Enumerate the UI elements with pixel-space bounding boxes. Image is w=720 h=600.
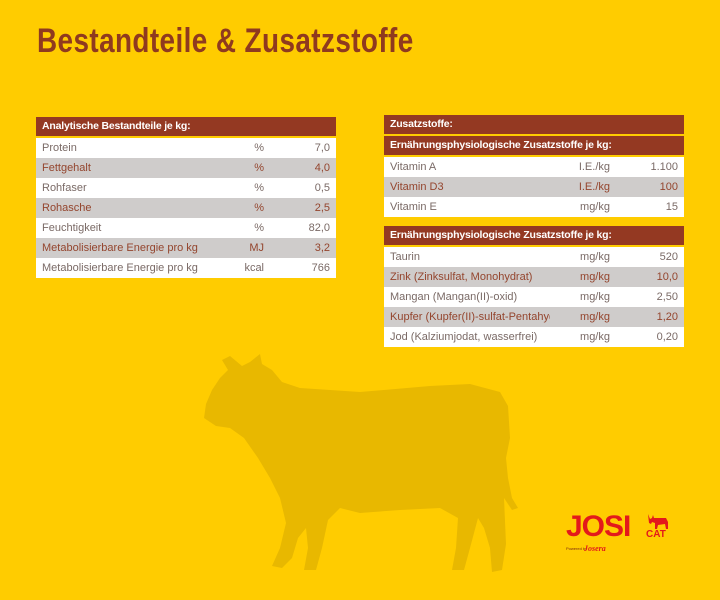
row-value: 100 (659, 181, 678, 193)
row-name: Rohasche (42, 202, 92, 214)
cow-silhouette-icon (204, 354, 518, 572)
row-value: 0,20 (656, 331, 678, 343)
analytic-table-header: Analytische Bestandteile je kg: (36, 117, 336, 138)
row-unit: % (254, 202, 264, 214)
row-value: 82,0 (308, 222, 330, 234)
table-row: Mangan (Mangan(II)-oxid) mg/kg 2,50 (384, 287, 684, 307)
powered-by-text: Powered by (566, 546, 588, 551)
josicat-logo: JOSI CAT Powered by Josera (566, 512, 686, 562)
row-value: 15 (665, 201, 678, 213)
row-value: 766 (311, 262, 330, 274)
table-row: Protein % 7,0 (36, 138, 336, 158)
table-row: Metabolisierbare Energie pro kg MJ 3,2 (36, 238, 336, 258)
row-name: Rohfaser (42, 182, 87, 194)
row-name: Kupfer (Kupfer(II)-sulfat-Pentahydrat) (390, 311, 550, 323)
analytic-table: Analytische Bestandteile je kg: Protein … (36, 117, 336, 278)
row-unit: mg/kg (580, 251, 610, 263)
row-value: 2,5 (314, 202, 330, 214)
row-name: Zink (Zinksulfat, Monohydrat) (390, 271, 533, 283)
row-unit: I.E./kg (578, 161, 610, 173)
row-unit: mg/kg (580, 331, 610, 343)
row-value: 1,20 (656, 311, 678, 323)
row-unit: mg/kg (580, 291, 610, 303)
row-value: 1.100 (650, 161, 678, 173)
row-value: 4,0 (314, 162, 330, 174)
row-unit: mg/kg (580, 271, 610, 283)
row-name: Metabolisierbare Energie pro kg (42, 262, 198, 274)
row-value: 7,0 (314, 142, 330, 154)
table-row: Vitamin D3 I.E./kg 100 (384, 177, 684, 197)
row-unit: % (254, 222, 264, 234)
vitamins-table: Zusatzstoffe: Ernährungsphysiologische Z… (384, 115, 684, 217)
table-row: Zink (Zinksulfat, Monohydrat) mg/kg 10,0 (384, 267, 684, 287)
row-value: 3,2 (314, 242, 330, 254)
table-row: Vitamin A I.E./kg 1.100 (384, 157, 684, 177)
row-name: Vitamin D3 (390, 181, 444, 193)
table-row: Feuchtigkeit % 82,0 (36, 218, 336, 238)
cat-icon (648, 514, 668, 529)
row-unit: kcal (244, 262, 264, 274)
row-unit: % (254, 162, 264, 174)
page-title: Bestandteile & Zusatzstoffe (37, 22, 414, 60)
table-row: Rohfaser % 0,5 (36, 178, 336, 198)
table-row: Jod (Kalziumjodat, wasserfrei) mg/kg 0,2… (384, 327, 684, 347)
logo-sub: CAT (646, 529, 666, 540)
table-row: Fettgehalt % 4,0 (36, 158, 336, 178)
maker-name: Josera (584, 544, 606, 553)
row-unit: I.E./kg (578, 181, 610, 193)
row-name: Fettgehalt (42, 162, 91, 174)
minerals-header: Ernährungsphysiologische Zusatzstoffe je… (384, 226, 684, 247)
table-row: Taurin mg/kg 520 (384, 247, 684, 267)
row-value: 0,5 (314, 182, 330, 194)
table-row: Kupfer (Kupfer(II)-sulfat-Pentahydrat) m… (384, 307, 684, 327)
row-name: Metabolisierbare Energie pro kg (42, 242, 198, 254)
row-value: 2,50 (656, 291, 678, 303)
row-name: Vitamin E (390, 201, 437, 213)
table-row: Rohasche % 2,5 (36, 198, 336, 218)
row-unit: mg/kg (580, 201, 610, 213)
row-name: Mangan (Mangan(II)-oxid) (390, 291, 518, 303)
vitamins-header: Ernährungsphysiologische Zusatzstoffe je… (384, 136, 684, 157)
table-row: Metabolisierbare Energie pro kg kcal 766 (36, 258, 336, 278)
row-unit: % (254, 142, 264, 154)
row-unit: MJ (249, 242, 264, 254)
row-name: Protein (42, 142, 77, 154)
table-row: Vitamin E mg/kg 15 (384, 197, 684, 217)
additives-header: Zusatzstoffe: (384, 115, 684, 136)
row-unit: mg/kg (580, 311, 610, 323)
row-name: Taurin (390, 251, 420, 263)
minerals-table: Ernährungsphysiologische Zusatzstoffe je… (384, 226, 684, 347)
row-unit: % (254, 182, 264, 194)
row-name: Vitamin A (390, 161, 437, 173)
row-value: 520 (659, 251, 678, 263)
logo-brand: JOSI (566, 510, 631, 543)
row-name: Jod (Kalziumjodat, wasserfrei) (390, 331, 538, 343)
row-name: Feuchtigkeit (42, 222, 102, 234)
row-value: 10,0 (656, 271, 678, 283)
